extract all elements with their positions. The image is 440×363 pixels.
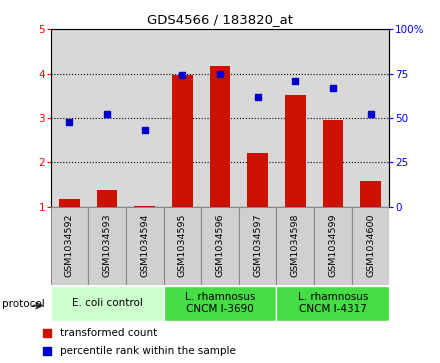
Text: GSM1034594: GSM1034594 xyxy=(140,213,149,277)
Bar xyxy=(323,120,343,207)
Bar xyxy=(97,191,117,207)
Bar xyxy=(314,207,352,285)
Point xyxy=(292,78,299,83)
Text: GSM1034599: GSM1034599 xyxy=(328,213,337,277)
Bar xyxy=(352,207,389,285)
Bar xyxy=(126,207,164,285)
Text: L. rhamnosus
CNCM I-4317: L. rhamnosus CNCM I-4317 xyxy=(298,292,368,314)
Bar xyxy=(51,207,88,285)
Text: GSM1034597: GSM1034597 xyxy=(253,213,262,277)
Text: GSM1034600: GSM1034600 xyxy=(366,213,375,277)
Text: L. rhamnosus
CNCM I-3690: L. rhamnosus CNCM I-3690 xyxy=(185,292,255,314)
Bar xyxy=(51,286,164,321)
Text: GSM1034598: GSM1034598 xyxy=(291,213,300,277)
Bar xyxy=(239,207,276,285)
Bar xyxy=(276,286,389,321)
Text: GSM1034593: GSM1034593 xyxy=(103,213,112,277)
Text: percentile rank within the sample: percentile rank within the sample xyxy=(60,346,236,356)
Point xyxy=(103,111,110,117)
Point xyxy=(330,85,337,91)
Bar xyxy=(285,95,306,207)
Point xyxy=(367,111,374,117)
Title: GDS4566 / 183820_at: GDS4566 / 183820_at xyxy=(147,13,293,26)
Text: GSM1034596: GSM1034596 xyxy=(216,213,224,277)
Bar xyxy=(88,207,126,285)
Text: transformed count: transformed count xyxy=(60,328,158,338)
Bar xyxy=(209,66,231,207)
Bar xyxy=(201,207,239,285)
Point xyxy=(141,127,148,133)
Bar xyxy=(164,207,201,285)
Point xyxy=(179,72,186,78)
Text: GSM1034595: GSM1034595 xyxy=(178,213,187,277)
Point xyxy=(254,94,261,99)
Point xyxy=(216,70,224,77)
Bar xyxy=(164,286,276,321)
Bar xyxy=(172,75,193,207)
Bar xyxy=(134,205,155,207)
Point xyxy=(43,330,50,336)
Text: protocol: protocol xyxy=(2,299,45,309)
Point xyxy=(43,348,50,354)
Text: GSM1034592: GSM1034592 xyxy=(65,213,74,277)
Bar xyxy=(247,153,268,207)
Point xyxy=(66,119,73,125)
Bar xyxy=(276,207,314,285)
Bar xyxy=(360,181,381,207)
Text: E. coli control: E. coli control xyxy=(72,298,143,308)
Bar xyxy=(59,199,80,207)
